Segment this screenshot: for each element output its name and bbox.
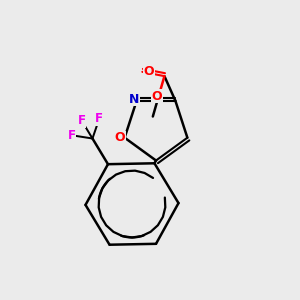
- Text: F: F: [95, 112, 103, 125]
- Text: O: O: [115, 131, 125, 144]
- Text: O: O: [152, 90, 162, 103]
- Text: F: F: [68, 129, 76, 142]
- Text: O: O: [144, 65, 154, 78]
- Text: N: N: [129, 93, 140, 106]
- Text: F: F: [78, 114, 86, 127]
